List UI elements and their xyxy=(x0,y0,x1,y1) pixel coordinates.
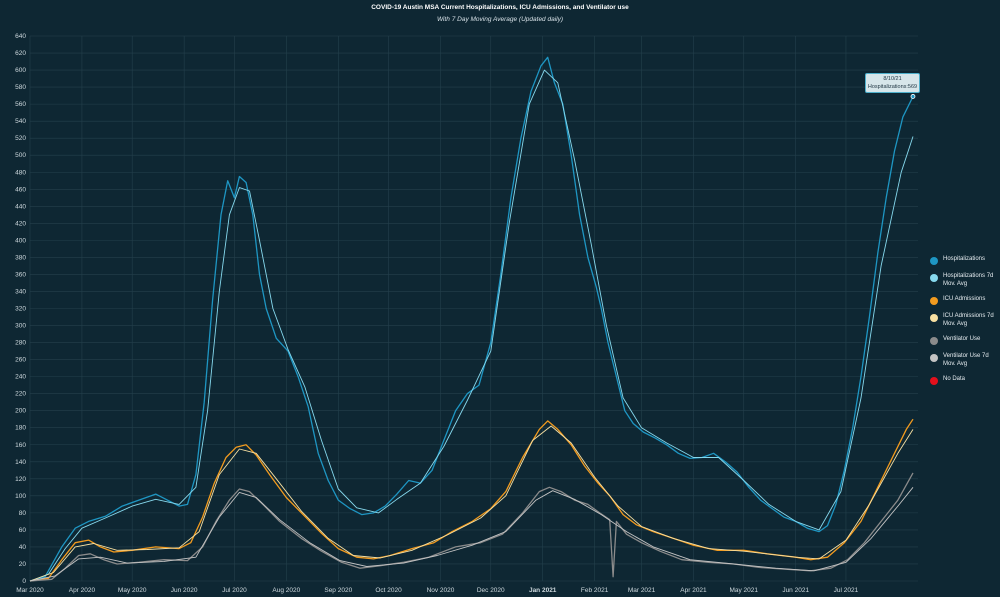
series-line-hospitalizations-7d-mov-avg xyxy=(29,69,914,582)
y-tick-label: 100 xyxy=(15,493,26,500)
x-tick-label: Mar 2021 xyxy=(628,587,656,594)
legend-label: No Data xyxy=(943,376,966,382)
legend-label: ICU Admissions 7d Mov. Avg xyxy=(943,313,994,327)
y-tick-label: 120 xyxy=(15,476,26,483)
series-line-icu-admissions xyxy=(29,418,914,582)
legend: Hospitalizations Hospitalizations 7d Mov.… xyxy=(930,256,1000,393)
series-line-ventilator-use xyxy=(29,472,914,582)
legend-item[interactable]: Ventilator Use 7d Mov. Avg xyxy=(930,353,1000,368)
legend-item[interactable]: No Data xyxy=(930,376,1000,385)
x-tick-label: Feb 2021 xyxy=(581,587,609,594)
y-tick-label: 140 xyxy=(15,459,26,466)
legend-label: Hospitalizations 7d Mov. Avg xyxy=(943,273,994,287)
y-tick-label: 420 xyxy=(15,220,26,227)
y-tick-label: 300 xyxy=(15,323,26,330)
legend-item[interactable]: Ventilator Use xyxy=(930,336,1000,345)
tooltip-value: Hospitalizations:569 xyxy=(867,84,918,90)
y-tick-label: 640 xyxy=(15,33,26,40)
legend-item[interactable]: ICU Admissions 7d Mov. Avg xyxy=(930,313,1000,328)
y-tick-label: 240 xyxy=(15,374,26,381)
x-tick-label: May 2021 xyxy=(729,587,758,594)
legend-swatch-icon xyxy=(930,257,938,265)
x-tick-label: Jun 2020 xyxy=(171,587,198,594)
tooltip-date: 8/10/21 xyxy=(883,76,902,82)
x-tick-label: Mar 2020 xyxy=(16,587,44,594)
y-tick-label: 20 xyxy=(19,561,27,568)
y-tick-label: 180 xyxy=(15,425,26,432)
marker-layer xyxy=(910,94,916,99)
chart-subtitle: With 7 Day Moving Average (Updated daily… xyxy=(436,16,564,23)
y-tick-label: 360 xyxy=(15,271,26,278)
legend-swatch-icon xyxy=(930,274,938,282)
y-tick-label: 560 xyxy=(15,101,26,108)
y-tick-label: 40 xyxy=(19,544,27,551)
y-tick-label: 200 xyxy=(15,408,26,415)
legend-label: Hospitalizations xyxy=(943,256,986,262)
legend-swatch-icon xyxy=(930,337,938,345)
y-tick-label: 320 xyxy=(15,306,26,313)
y-tick-label: 440 xyxy=(15,203,26,210)
legend-label: ICU Admissions xyxy=(943,296,986,302)
chart-title: COVID-19 Austin MSA Current Hospitalizat… xyxy=(371,4,629,11)
x-tick-label: Oct 2020 xyxy=(375,587,402,594)
y-tick-label: 580 xyxy=(15,84,26,91)
x-tick-label: Jul 2020 xyxy=(222,587,247,594)
y-tick-label: 80 xyxy=(19,510,27,517)
legend-label: Ventilator Use xyxy=(943,336,981,342)
y-tick-label: 520 xyxy=(15,135,26,142)
legend-swatch-icon xyxy=(930,297,938,305)
series-line-ventilator-use-7d-mov-avg xyxy=(29,487,914,582)
legend-item[interactable]: Hospitalizations xyxy=(930,256,1000,265)
y-tick-label: 400 xyxy=(15,237,26,244)
legend-swatch-icon xyxy=(930,354,938,362)
y-tick-label: 480 xyxy=(15,169,26,176)
x-tick-label: Dec 2020 xyxy=(477,587,505,594)
hover-point-marker xyxy=(910,94,916,99)
x-tick-label: Jul 2021 xyxy=(834,587,859,594)
y-tick-label: 0 xyxy=(22,578,26,585)
x-tick-label: Nov 2020 xyxy=(427,587,455,594)
y-axis: 0 20 40 60 80 100 120 140 160 180 200 220 240 260 280 3… xyxy=(15,33,26,585)
y-tick-label: 600 xyxy=(15,67,26,74)
y-tick-label: 620 xyxy=(15,50,26,57)
x-tick-label: Sep 2020 xyxy=(324,587,352,594)
x-tick-label: Apr 2020 xyxy=(69,587,96,594)
y-tick-label: 220 xyxy=(15,391,26,398)
y-tick-label: 380 xyxy=(15,254,26,261)
y-tick-label: 340 xyxy=(15,288,26,295)
x-axis: Mar 2020 Apr 2020 May 2020 Jun 2020 Jul 2020… xyxy=(16,587,858,594)
y-tick-label: 500 xyxy=(15,152,26,159)
y-tick-label: 160 xyxy=(15,442,26,449)
x-tick-label: Aug 2020 xyxy=(272,587,300,594)
hover-tooltip: 8/10/21 Hospitalizations:569 xyxy=(865,73,920,93)
series-line-icu-admissions-7d-mov-avg xyxy=(29,425,914,582)
grid-layer xyxy=(29,35,918,582)
legend-item[interactable]: Hospitalizations 7d Mov. Avg xyxy=(930,273,1000,288)
legend-label: Ventilator Use 7d Mov. Avg xyxy=(943,353,989,367)
series-layer xyxy=(29,56,914,582)
y-tick-label: 60 xyxy=(19,527,27,534)
y-tick-label: 260 xyxy=(15,357,26,364)
legend-item[interactable]: ICU Admissions xyxy=(930,296,1000,305)
x-tick-label: Apr 2021 xyxy=(680,587,707,594)
y-tick-label: 540 xyxy=(15,118,26,125)
x-tick-label: Jan 2021 xyxy=(529,587,557,594)
y-tick-label: 460 xyxy=(15,186,26,193)
legend-swatch-icon xyxy=(930,377,938,385)
y-tick-label: 280 xyxy=(15,340,26,347)
x-tick-label: May 2020 xyxy=(118,587,147,594)
series-line-hospitalizations xyxy=(29,56,914,582)
legend-swatch-icon xyxy=(930,314,938,322)
x-tick-label: Jun 2021 xyxy=(782,587,809,594)
